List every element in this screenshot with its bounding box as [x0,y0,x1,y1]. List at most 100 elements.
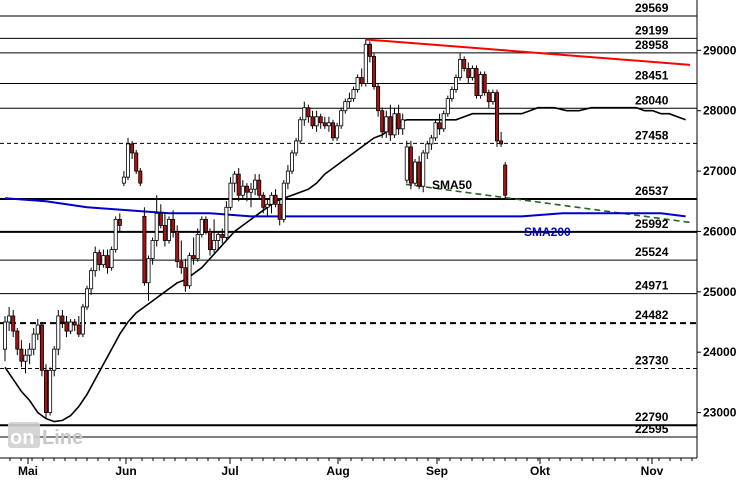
candle [351,86,356,102]
candle [343,98,348,114]
candle [138,168,143,187]
candle [15,328,20,356]
candle [199,216,204,238]
level-label-28451: 28451 [635,68,669,82]
candle [191,237,196,265]
candle [330,119,335,141]
candle [433,119,438,141]
candle [494,89,499,147]
candle [23,349,28,374]
level-label-27458: 27458 [635,128,669,142]
candle [158,204,163,229]
candle [388,104,393,141]
candle [265,198,270,217]
x-tick-label: Jul [221,464,238,478]
candle [154,195,159,247]
candle [35,318,40,341]
candle [425,140,430,160]
candle [117,213,122,232]
candle [347,92,352,108]
level-label-23730: 23730 [635,353,669,367]
x-tick-label: Mai [18,464,38,478]
candle [175,225,180,268]
candle [224,201,229,241]
level-label-28040: 28040 [635,93,669,107]
candle [64,315,69,338]
candle [499,131,504,147]
candle [462,56,467,72]
candle [109,246,114,271]
candle [449,86,454,102]
candle [339,107,344,129]
candle [490,89,495,105]
candle [363,39,368,87]
candle [228,177,233,211]
candle [150,237,155,265]
candle [142,207,147,286]
candle [60,309,65,329]
candle [458,53,463,81]
y-tick-label: 24000 [703,345,737,359]
x-tick-label: Jun [115,464,136,478]
y-tick-label: 26000 [703,224,737,238]
candle [105,249,110,274]
candle [171,210,176,238]
candle [384,110,389,138]
candle [412,159,417,187]
candle [285,165,290,190]
candle [441,110,446,132]
candle [445,95,450,117]
candle [417,155,422,190]
level-label-24971: 24971 [635,279,669,293]
candle [273,189,278,208]
candle [56,309,61,356]
candle [421,149,426,193]
candle [126,137,131,181]
y-tick-label: 29000 [703,43,737,57]
candle [236,168,241,202]
candle [195,228,200,262]
y-tick-label: 23000 [703,406,737,420]
candle [359,68,364,87]
candle [80,303,85,338]
candle [113,216,118,253]
svg-text:on: on [10,427,34,449]
candle [392,107,397,138]
candle [281,180,286,223]
sma50-label: SMA50 [432,178,472,192]
candle [376,83,381,117]
candle [27,343,32,365]
candle [326,116,331,132]
candle [380,107,385,138]
candle [166,216,171,244]
candle [310,110,315,129]
level-label-28958: 28958 [635,38,669,52]
candle [466,62,471,84]
candle [244,183,249,202]
candle [437,113,442,135]
candle [203,216,208,235]
candle [289,149,294,175]
candle [470,65,475,81]
candle [48,367,53,416]
candle [7,306,12,332]
candle [253,174,258,196]
candle [261,192,266,214]
candle [294,137,299,156]
candle [429,134,434,150]
candle [257,174,262,199]
support-trendline [405,183,691,224]
candle [162,213,167,247]
level-label-29199: 29199 [635,23,669,37]
candle [396,104,401,135]
level-label-29569: 29569 [635,1,669,15]
candle [277,198,282,226]
candle [179,240,184,274]
candle [314,110,319,132]
candle [130,140,135,160]
candle [44,364,49,419]
level-label-24482: 24482 [635,308,669,322]
level-label-26537: 26537 [635,184,669,198]
candle [89,267,94,295]
